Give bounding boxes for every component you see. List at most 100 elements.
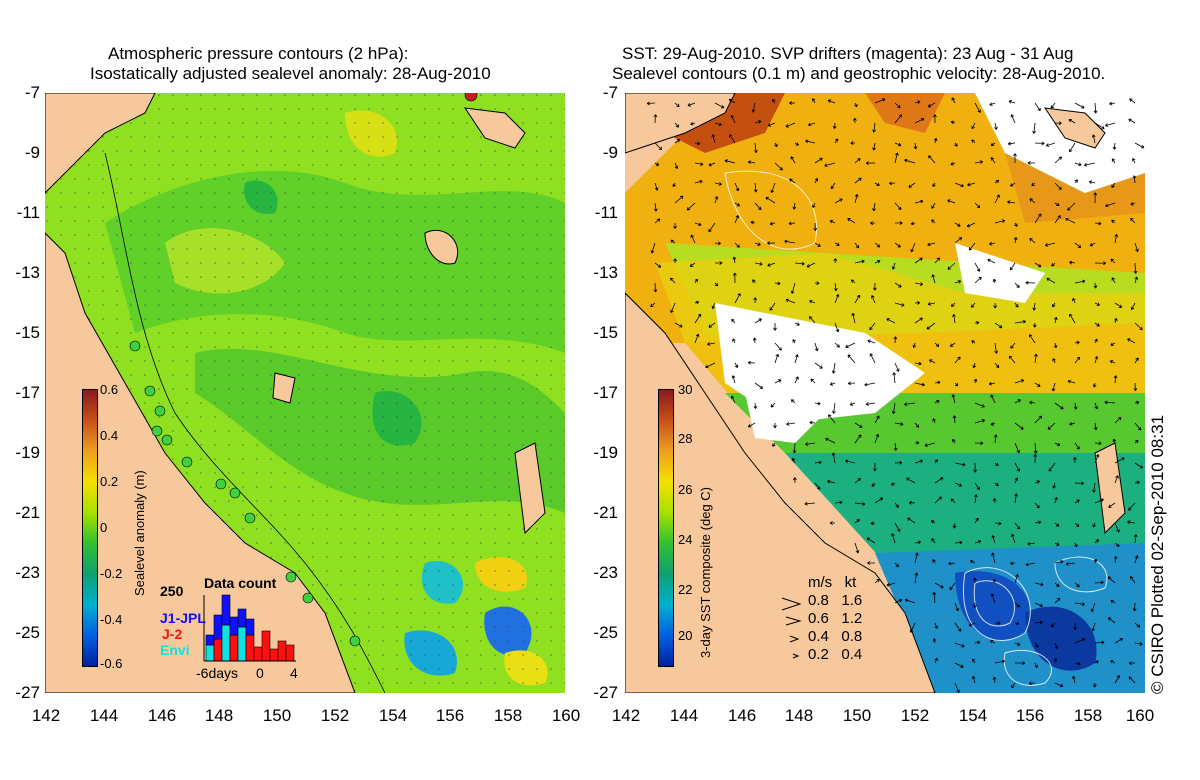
velocity-arrow <box>694 300 700 305</box>
velocity-arrow <box>952 522 957 529</box>
velocity-arrow <box>770 402 776 408</box>
velocity-arrow <box>1104 400 1116 405</box>
velocity-arrow <box>854 102 858 108</box>
velocity-arrow <box>1034 353 1038 364</box>
velocity-arrow <box>906 477 916 484</box>
velocity-arrow <box>1074 522 1080 528</box>
velocity-arrow <box>805 442 816 446</box>
left-title-line2: Isostatically adjusted sealevel anomaly:… <box>90 64 491 83</box>
velocity-arrow <box>1088 180 1096 185</box>
velocity-arrow <box>673 222 677 229</box>
velocity-arrow <box>1130 217 1136 224</box>
velocity-arrow <box>714 182 722 186</box>
velocity-arrow <box>894 282 902 288</box>
velocity-arrow <box>947 262 956 270</box>
velocity-arrow <box>694 313 702 324</box>
velocity-arrow <box>914 282 924 286</box>
velocity-arrow <box>954 182 964 188</box>
colorbar-tick: -0.2 <box>100 566 123 581</box>
velocity-arrow <box>1110 599 1116 604</box>
velocity-arrow <box>807 122 816 127</box>
velocity-arrow <box>690 234 696 244</box>
velocity-arrow <box>854 194 859 204</box>
velocity-arrow <box>952 438 956 444</box>
velocity-arrow <box>1065 217 1076 224</box>
velocity-arrow <box>834 500 843 505</box>
velocity-arrow <box>694 222 702 227</box>
velocity-arrow <box>1093 282 1098 289</box>
velocity-arrow <box>732 338 736 344</box>
velocity-arrow <box>847 218 856 224</box>
velocity-arrow <box>1014 379 1025 384</box>
velocity-arrow <box>1133 382 1138 392</box>
velocity-arrow <box>827 479 836 484</box>
velocity-arrow <box>866 537 876 544</box>
velocity-arrow <box>847 354 856 364</box>
velocity-arrow <box>1128 502 1136 511</box>
velocity-arrow <box>834 322 840 333</box>
velocity-arrow <box>794 322 800 326</box>
velocity-arrow <box>927 102 936 108</box>
velocity-arrow <box>805 139 816 144</box>
velocity-arrow <box>914 257 923 264</box>
velocity-arrow <box>851 312 856 324</box>
velocity-arrow <box>853 117 857 124</box>
velocity-arrow <box>1090 602 1096 613</box>
velocity-arrow <box>690 121 696 126</box>
right-y-tick: -7 <box>602 83 618 102</box>
velocity-arrow <box>1034 582 1044 587</box>
velocity-arrow <box>694 278 698 284</box>
velocity-arrow <box>949 342 956 347</box>
velocity-arrow <box>850 279 856 284</box>
velocity-arrow <box>714 282 719 287</box>
velocity-arrow <box>1104 122 1116 127</box>
velocity-arrow <box>1094 580 1104 585</box>
left-y-tick: -23 <box>15 563 40 582</box>
velocity-arrow <box>1128 676 1136 684</box>
velocity-arrow <box>932 559 936 564</box>
velocity-arrow <box>1074 661 1081 666</box>
right-x-tick: 148 <box>784 706 814 725</box>
velocity-legend-arrows <box>781 597 802 659</box>
velocity-arrow <box>914 317 923 324</box>
velocity-arrow <box>914 100 921 105</box>
velocity-arrow <box>894 102 901 109</box>
velocity-arrow <box>809 420 816 425</box>
velocity-arrow <box>654 218 661 224</box>
velocity-arrow <box>834 198 843 204</box>
velocity-arrow <box>1010 561 1016 566</box>
velocity-arrow <box>904 598 916 604</box>
velocity-arrow <box>854 259 865 264</box>
colorbar-tick: 24 <box>678 532 693 547</box>
velocity-arrow <box>1054 402 1064 410</box>
velocity-arrow <box>1032 302 1037 311</box>
copyright-text: © CSIRO Plotted 02-Sep-2010 08:31 <box>1148 414 1167 694</box>
velocity-arrow <box>753 182 758 193</box>
velocity-arrow <box>874 259 881 264</box>
velocity-arrow <box>1107 617 1116 624</box>
velocity-arrow <box>1134 242 1139 252</box>
velocity-arrow <box>753 297 758 304</box>
velocity-arrow <box>814 242 821 247</box>
right-map-graphic <box>625 93 1145 693</box>
velocity-arrow <box>974 276 982 284</box>
velocity-arrow <box>747 360 756 365</box>
velocity-arrow <box>914 440 920 445</box>
velocity-arrow <box>867 561 876 565</box>
colorbar-tick: 0 <box>100 520 108 535</box>
velocity-arrow <box>971 340 976 344</box>
velocity-arrow <box>790 282 796 294</box>
velocity-arrow <box>992 578 997 584</box>
velocity-arrow <box>694 179 703 184</box>
velocity-arrow <box>908 182 916 188</box>
velocity-arrow <box>847 381 856 386</box>
velocity-arrow <box>931 219 936 224</box>
velocity-arrow <box>1114 457 1125 464</box>
velocity-arrow <box>714 102 725 109</box>
velocity-arrow <box>991 552 996 564</box>
velocity-arrow <box>794 261 805 266</box>
velocity-arrow <box>1134 555 1139 564</box>
velocity-arrow <box>1046 277 1056 284</box>
velocity-arrow <box>949 582 956 591</box>
velocity-arrow <box>971 675 976 684</box>
